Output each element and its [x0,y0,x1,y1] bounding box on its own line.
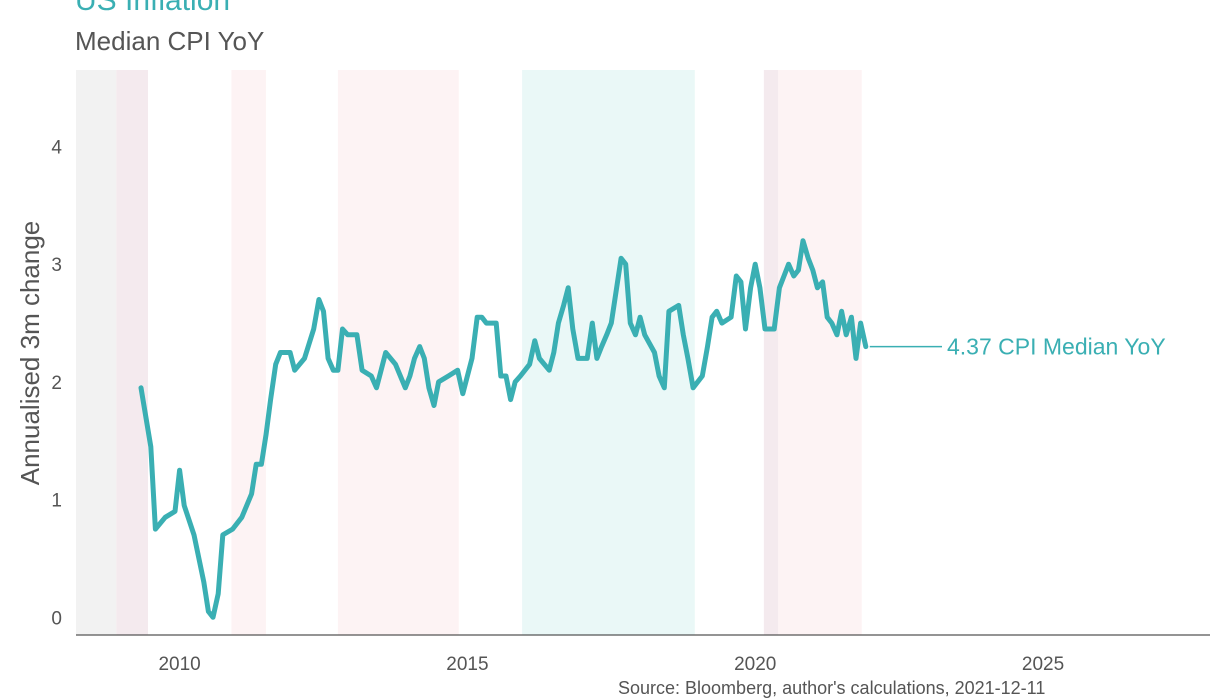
series-line [138,238,869,620]
y-tick-label: 1 [51,491,62,512]
source-caption: Source: Bloomberg, author's calculations… [618,678,1046,698]
x-axis-ticks: 2010 2015 2020 2025 [158,654,1064,675]
end-value-label: 4.37 CPI Median YoY [947,334,1166,360]
shaded-period-3 [337,70,459,635]
y-axis-label: Annualised 3m change [15,221,45,486]
x-tick-label: 2015 [446,654,488,675]
y-tick-label: 3 [51,255,62,276]
y-axis-ticks: 0 1 2 3 4 [51,138,62,630]
x-tick-label: 2020 [734,654,776,675]
y-tick-label: 4 [51,138,62,159]
shaded-period-0 [76,70,117,635]
shaded-period-2 [231,70,266,635]
shaded-period-6 [778,70,862,635]
series-group [138,238,869,620]
shaded-periods [76,70,862,635]
chart-title: US Inflation [75,0,231,17]
x-tick-label: 2025 [1022,654,1064,675]
shaded-period-1 [116,70,148,635]
shaded-period-5 [763,70,779,635]
y-tick-label: 0 [51,608,62,629]
x-tick-label: 2010 [158,654,200,675]
y-tick-label: 2 [51,373,62,394]
chart-subtitle: Median CPI YoY [75,26,265,56]
